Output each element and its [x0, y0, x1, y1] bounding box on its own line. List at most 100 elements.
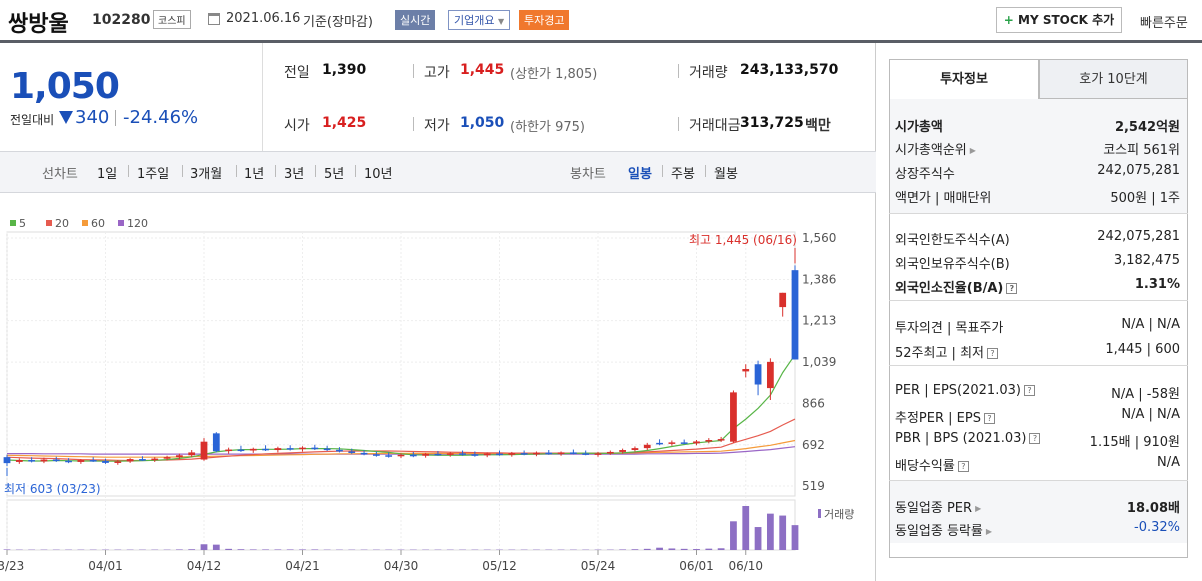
volume-bar	[631, 549, 639, 550]
candle-body	[249, 448, 257, 451]
volume-bar	[188, 549, 196, 550]
candle-body	[323, 448, 331, 451]
candle-body	[459, 453, 466, 455]
candle-weekly[interactable]: 주봉	[671, 167, 695, 182]
period-1w[interactable]: 1주일	[137, 167, 170, 182]
period-5y[interactable]: 5년	[324, 167, 345, 182]
realtime-button[interactable]: 실시간	[395, 10, 436, 30]
candle-body	[545, 452, 553, 455]
help-icon[interactable]: ?	[1023, 385, 1035, 396]
help-icon[interactable]: ?	[987, 348, 998, 359]
info-row-label[interactable]: 시가총액순위 ▶	[895, 139, 976, 158]
info-row-value: 18.08배	[1126, 501, 1180, 516]
y-tick-label: 1,213	[802, 314, 836, 328]
period-3m[interactable]: 3개월	[190, 167, 223, 182]
help-icon[interactable]: ?	[1029, 433, 1041, 444]
help-icon[interactable]: ?	[983, 413, 995, 424]
divider	[275, 165, 276, 177]
volume-bar	[249, 549, 257, 550]
legend-swatch	[118, 220, 124, 226]
quick-order-link[interactable]: 빠른주문	[1140, 16, 1188, 31]
x-tick-label: 06/10	[728, 559, 763, 573]
company-overview-label: 기업개요	[454, 14, 495, 27]
info-row-label: 상장주식수	[895, 163, 955, 182]
period-3y[interactable]: 3년	[284, 167, 305, 182]
period-1d[interactable]: 1일	[97, 167, 118, 182]
divider	[128, 165, 129, 177]
info-row-label[interactable]: 동일업종 등락률 ▶	[895, 520, 992, 539]
volume-legend-swatch	[818, 509, 821, 518]
volume-bar	[286, 549, 294, 550]
info-row-label: PER | EPS(2021.03)?	[895, 383, 1035, 398]
y-tick-label: 1,560	[802, 231, 836, 245]
volume-bar	[200, 544, 208, 550]
period-1y[interactable]: 1년	[244, 167, 265, 182]
legend-swatch	[82, 220, 88, 226]
candle-body	[65, 460, 72, 463]
divider	[315, 165, 316, 177]
lower-limit: (하한가 975)	[510, 120, 585, 135]
candle-body	[619, 450, 627, 452]
candle-body	[286, 448, 294, 450]
info-label-text: 상장주식수	[895, 167, 955, 182]
divider	[413, 117, 414, 131]
volume-bar	[680, 548, 688, 550]
candle-body	[520, 453, 528, 455]
y-tick-label: 519	[802, 479, 825, 493]
divider	[705, 165, 706, 177]
section-divider	[889, 480, 1188, 481]
info-row-value: 3,182,475	[1113, 253, 1180, 268]
period-10y[interactable]: 10년	[364, 167, 393, 182]
candle-body	[643, 444, 651, 449]
info-row-value: N/A | -58원	[1111, 387, 1180, 402]
candle-body	[766, 361, 774, 389]
tab-investment-info[interactable]: 투자정보	[889, 59, 1039, 99]
market-badge: 코스피	[153, 10, 191, 29]
info-label-text: 배당수익률	[895, 459, 955, 474]
change-percent: -24.46%	[123, 107, 199, 128]
candlestick-chart[interactable]: 5 20 60 120 1,560 1,386 1,213 1,039 866 692 519 03/…	[0, 193, 876, 581]
period-toolbar	[0, 151, 876, 193]
tab-orderbook[interactable]: 호가 10단계	[1039, 59, 1188, 99]
candle-body	[717, 439, 725, 441]
volume-bar	[225, 548, 233, 550]
open-value: 1,425	[322, 115, 367, 131]
info-row-label: PBR | BPS (2021.03)?	[895, 431, 1041, 446]
legend-label: 5	[19, 217, 26, 230]
candle-monthly[interactable]: 월봉	[714, 167, 738, 182]
calendar-icon	[208, 13, 220, 25]
candle-body	[89, 460, 97, 462]
volume-bar	[619, 549, 627, 550]
add-mystock-button[interactable]: + MY STOCK 추가	[996, 7, 1122, 33]
info-row-value: 1,445 | 600	[1105, 342, 1180, 357]
y-tick-label: 692	[802, 438, 825, 452]
info-table	[889, 98, 1188, 558]
low-annotation: 최저 603 (03/23)	[4, 482, 101, 496]
info-label-text: 액면가 | 매매단위	[895, 191, 992, 206]
candle-body	[348, 451, 356, 453]
prev-close-label: 전일	[284, 65, 310, 81]
help-icon[interactable]: ?	[957, 461, 969, 472]
candle-body	[730, 392, 737, 442]
line-chart-label: 선차트	[42, 167, 78, 182]
info-label-text: 외국인소진율(B/A)	[895, 281, 1004, 296]
candle-body	[200, 441, 208, 460]
volume-bar	[766, 513, 774, 550]
company-overview-dropdown[interactable]: 기업개요 ▼	[448, 10, 511, 30]
caret-right-icon: ▶	[985, 527, 993, 536]
volume-bar	[262, 549, 269, 550]
info-row-value: 242,075,281	[1097, 163, 1180, 178]
x-tick-label: 04/30	[384, 559, 419, 573]
candle-body	[791, 270, 799, 360]
info-row-value: 2,542억원	[1114, 120, 1180, 135]
info-label-text: 시가총액순위	[895, 143, 967, 158]
info-row-label: 배당수익률?	[895, 455, 969, 474]
investment-warning-badge[interactable]: 투자경고	[519, 10, 570, 30]
info-row-label[interactable]: 동일업종 PER ▶	[895, 497, 981, 516]
help-icon[interactable]: ?	[1006, 283, 1018, 294]
change-label: 전일대비	[10, 113, 55, 127]
volume-bar	[742, 506, 750, 550]
change-divider	[115, 110, 116, 126]
candle-daily[interactable]: 일봉	[628, 167, 652, 182]
volume-bar	[693, 549, 700, 550]
